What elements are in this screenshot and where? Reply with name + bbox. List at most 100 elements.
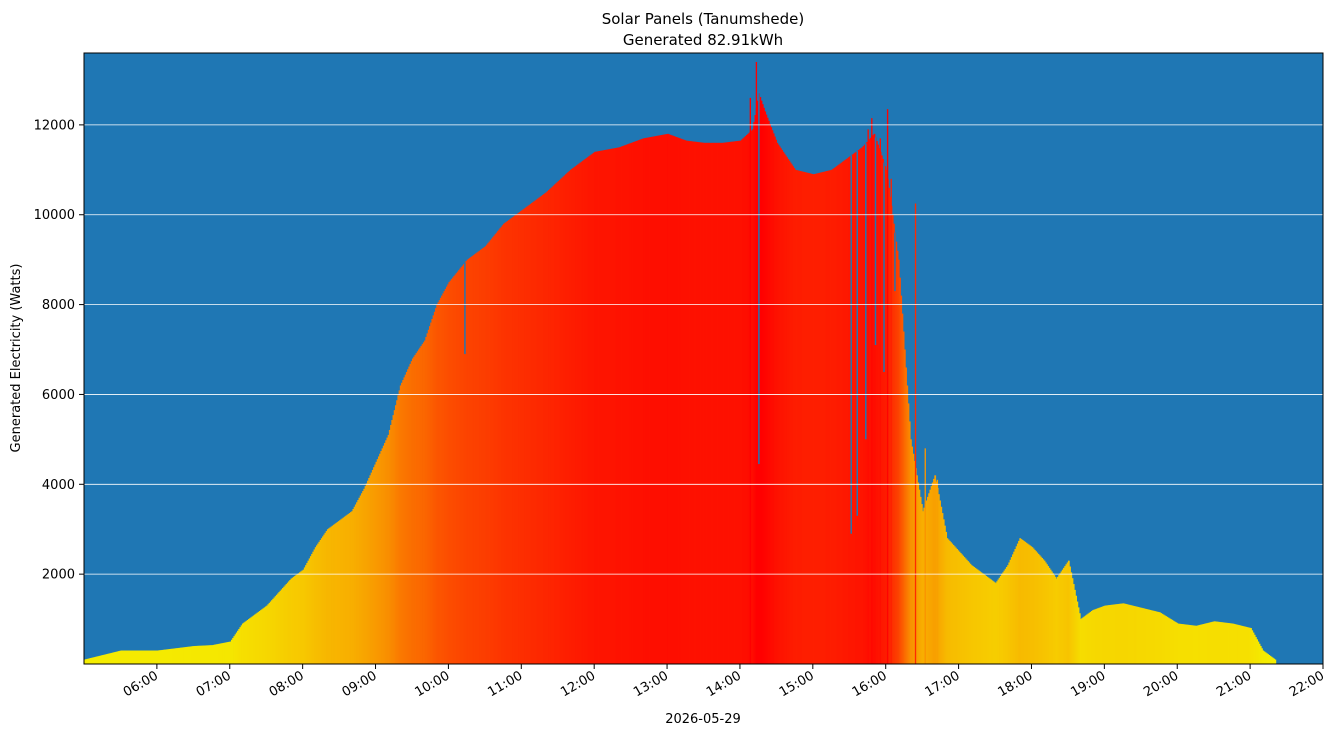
power-bar <box>145 650 148 664</box>
power-bar <box>320 538 323 664</box>
power-bar <box>101 655 103 664</box>
power-bar <box>280 589 283 664</box>
power-bar <box>137 650 140 664</box>
power-bar <box>527 205 530 664</box>
power-spike <box>760 102 762 665</box>
power-bar <box>484 246 487 664</box>
power-bar <box>435 308 437 664</box>
power-bar <box>609 148 612 665</box>
power-bar <box>479 249 482 664</box>
power-bar <box>733 141 736 665</box>
power-bar <box>136 650 139 664</box>
power-spike <box>861 151 863 665</box>
power-bar <box>873 133 876 664</box>
y-axis: 2000 4000 6000 8000 10000 12000 <box>34 118 84 583</box>
power-bar <box>532 202 535 664</box>
power-bar <box>452 277 454 664</box>
power-spike <box>936 479 939 664</box>
power-bar <box>824 171 827 664</box>
power-bar <box>634 141 637 664</box>
power-bar <box>144 650 147 664</box>
power-bar <box>920 504 923 664</box>
power-bar <box>183 647 186 664</box>
power-bar <box>195 645 198 664</box>
power-bar <box>379 453 381 664</box>
power-bar <box>1219 622 1222 664</box>
power-bar <box>937 494 940 664</box>
power-bar <box>431 318 434 664</box>
power-bar <box>705 142 708 665</box>
power-bar <box>687 140 690 664</box>
power-bar <box>352 509 355 664</box>
power-bar <box>500 226 503 664</box>
power-bar <box>149 650 152 664</box>
power-bar <box>790 164 793 665</box>
power-bar <box>1273 658 1276 664</box>
power-bar <box>1066 562 1069 664</box>
y-tick-label: 8000 <box>42 298 75 313</box>
power-bar <box>1050 571 1053 664</box>
power-bar <box>1173 621 1176 664</box>
power-bar <box>490 238 493 664</box>
power-bar <box>326 529 329 664</box>
power-bar <box>739 140 742 665</box>
power-bar <box>1258 643 1261 664</box>
power-bar <box>1230 623 1233 664</box>
power-bar <box>524 207 527 665</box>
power-bar <box>472 255 475 665</box>
power-bar <box>950 542 952 664</box>
power-bar <box>260 610 262 664</box>
power-bar <box>90 658 92 664</box>
power-spike <box>879 138 881 665</box>
power-bar <box>714 142 717 665</box>
power-bar <box>128 650 131 664</box>
power-bar <box>1247 627 1250 664</box>
power-bar <box>907 403 910 664</box>
power-bar <box>198 645 200 664</box>
power-bar <box>998 577 1001 664</box>
power-bar <box>88 658 91 664</box>
power-bar <box>1044 562 1047 664</box>
power-bar <box>798 170 801 664</box>
x-tick-label: 13:00 <box>631 668 671 700</box>
power-bar <box>516 213 519 664</box>
power-bar <box>1056 576 1059 664</box>
power-bar <box>444 288 447 664</box>
power-bar <box>837 165 839 664</box>
power-bar <box>353 506 356 664</box>
power-bar <box>809 173 811 664</box>
power-bar <box>727 142 730 665</box>
power-bar <box>1144 608 1147 664</box>
power-bar <box>506 221 509 664</box>
power-bar <box>625 144 628 664</box>
power-bar <box>467 258 470 664</box>
power-bar <box>1224 622 1227 664</box>
power-bar <box>875 141 878 664</box>
power-bar <box>1201 624 1204 664</box>
power-bar <box>87 658 90 664</box>
power-bar <box>1077 607 1080 664</box>
power-bar <box>1025 542 1028 664</box>
power-bar <box>1138 607 1141 664</box>
power-bar <box>699 142 702 664</box>
power-bar <box>1024 541 1026 664</box>
power-bar <box>601 150 604 665</box>
power-bar <box>1137 606 1139 664</box>
power-bar <box>481 248 484 664</box>
power-bar <box>1094 609 1097 664</box>
power-bar <box>388 429 391 664</box>
power-bar <box>995 583 997 664</box>
power-bar <box>1105 605 1108 664</box>
power-bar <box>1007 565 1009 664</box>
power-bar <box>973 566 975 664</box>
power-bar <box>510 218 513 664</box>
power-bar <box>181 647 183 664</box>
power-bar <box>125 650 128 664</box>
power-bar <box>252 615 255 664</box>
power-bar <box>905 367 907 664</box>
power-bar <box>709 142 712 665</box>
power-bar <box>545 192 548 664</box>
power-bar <box>494 234 497 664</box>
power-bar <box>701 142 703 665</box>
power-bar <box>316 545 318 664</box>
